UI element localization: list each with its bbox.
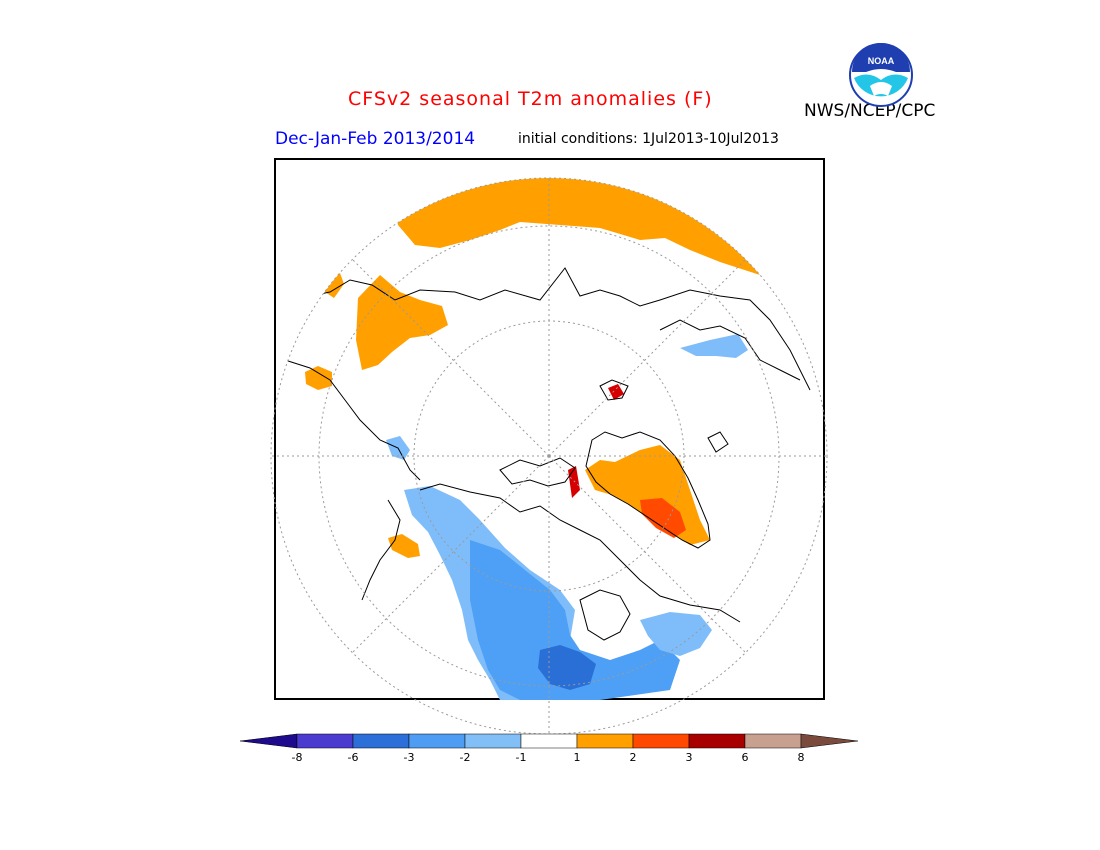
- coast-hudson-bay: [579, 589, 631, 641]
- colorbar-swatch: [464, 733, 522, 749]
- coast-east-asia: [284, 359, 421, 481]
- colorbar-swatch: [296, 733, 354, 749]
- anomaly-hot-svalbard: [608, 384, 624, 400]
- coast-archipelago: [499, 457, 576, 487]
- anomaly-strong-warm-greenland: [640, 498, 686, 538]
- colorbar-arrow-high: [800, 733, 859, 749]
- colorbar-tick-label: 3: [686, 751, 693, 764]
- season-label: Dec-Jan-Feb 2013/2014: [275, 129, 476, 149]
- colorbar-swatch: [688, 733, 746, 749]
- coast-greenland: [585, 431, 711, 549]
- colorbar-swatch: [352, 733, 410, 749]
- anomaly-warm-mediterranean: [305, 366, 332, 390]
- colorbar-tick-label: 6: [742, 751, 749, 764]
- map-title: CFSv2 seasonal T2m anomalies (F): [348, 88, 713, 110]
- colorbar-tick-label: -8: [292, 751, 303, 764]
- colorbar-tick-label: 8: [798, 751, 805, 764]
- colorbar-tick-label: -6: [348, 751, 359, 764]
- coast-north-america: [419, 483, 741, 623]
- meridians: [271, 178, 827, 734]
- colorbar-swatch: [744, 733, 802, 749]
- colorbar-tick-label: 2: [630, 751, 637, 764]
- init-conditions-label: initial conditions: 1Jul2013-10Jul2013: [518, 131, 779, 147]
- anomaly-cool-east-canada: [640, 612, 712, 656]
- noaa-logo: NOAA: [848, 42, 914, 108]
- agency-label: NWS/NCEP/CPC: [804, 101, 936, 121]
- anomaly-warm-alaska: [388, 534, 420, 558]
- anomaly-cool-north-america-2: [470, 540, 680, 700]
- coast-svalbard: [599, 379, 629, 401]
- colorbar-swatch: [408, 733, 466, 749]
- coast-iceland: [707, 431, 729, 453]
- coast-europe: [659, 319, 801, 381]
- colorbar-swatch: [632, 733, 690, 749]
- anomaly-cool-europe: [680, 334, 748, 358]
- anomaly-cool-north-america-3: [538, 645, 596, 690]
- colorbar-swatch: [576, 733, 634, 749]
- colorbar-tick-label: -3: [404, 751, 415, 764]
- colorbar-tick-label: -1: [516, 751, 527, 764]
- coast-eurasia-north: [299, 267, 811, 391]
- coastlines: [284, 267, 811, 641]
- noaa-logo-text: NOAA: [868, 56, 895, 66]
- colorbar-arrow-low: [239, 733, 298, 749]
- coast-alaska: [361, 499, 401, 601]
- colorbar-swatch: [520, 733, 578, 749]
- colorbar-tick-label: -2: [460, 751, 471, 764]
- anomaly-warm-central-asia: [356, 275, 448, 370]
- colorbar-tick-label: 1: [574, 751, 581, 764]
